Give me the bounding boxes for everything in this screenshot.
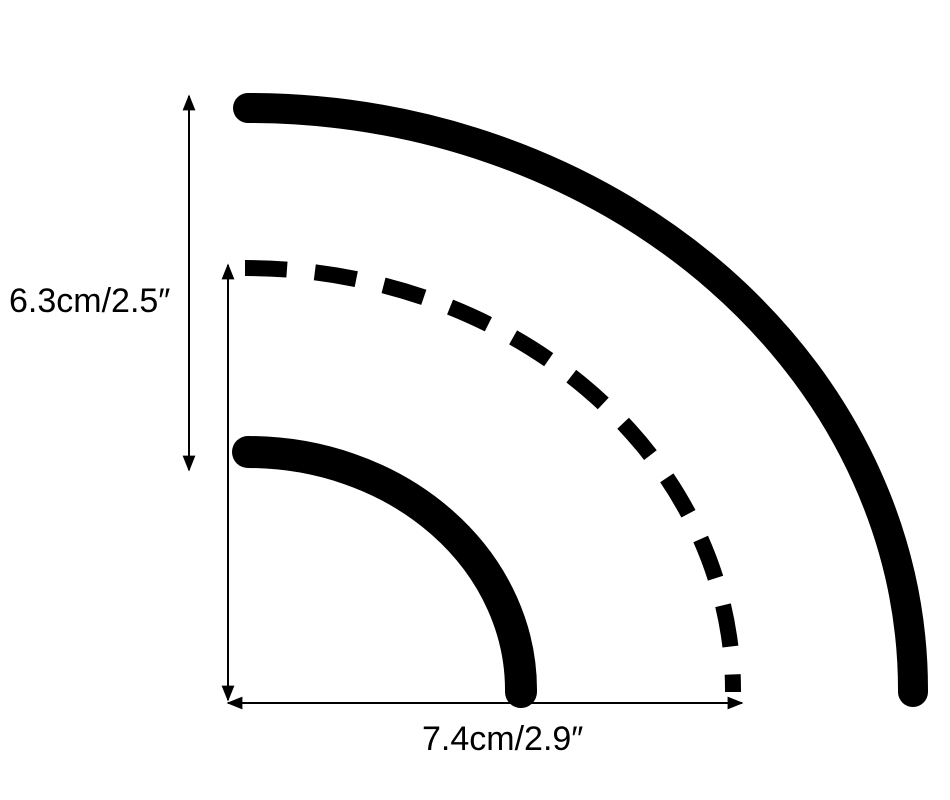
width-label: 7.4cm/2.9″ (422, 720, 584, 758)
outer-arc (233, 93, 929, 707)
inner-arc (232, 436, 538, 708)
height-label: 6.3cm/2.5″ (9, 282, 171, 320)
dashed-middle-arc (244, 260, 742, 693)
